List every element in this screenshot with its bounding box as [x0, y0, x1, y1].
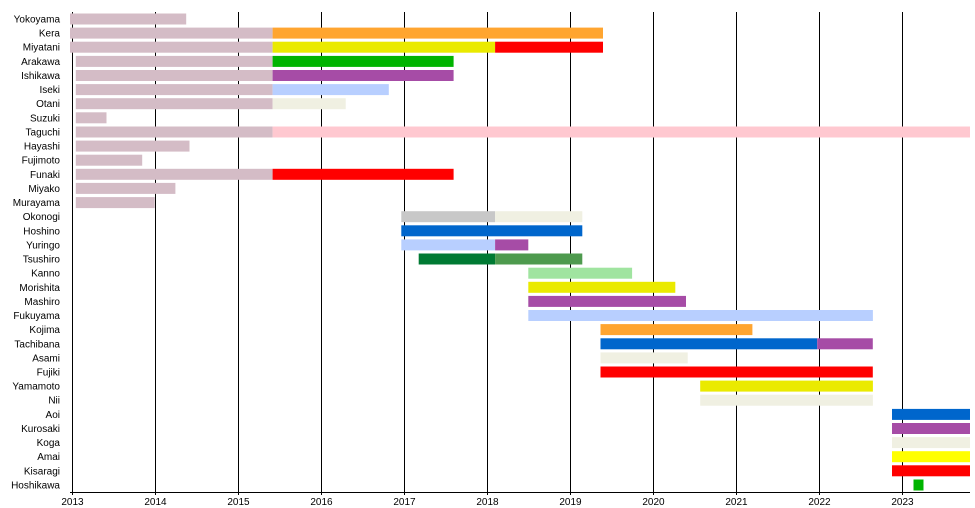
row-label-yokoyama: Yokoyama	[14, 15, 61, 26]
bar-miyatani-2	[495, 41, 603, 53]
tick-label-2021: 2021	[725, 497, 748, 508]
bar-funaki-0	[75, 168, 273, 180]
row-label-kisaragi: Kisaragi	[24, 466, 60, 477]
row-label-kojima: Kojima	[29, 325, 60, 336]
bar-kanno-0	[528, 267, 633, 279]
bar-hoshino-0	[401, 225, 583, 237]
bar-kisaragi-0	[892, 465, 970, 477]
bar-tsushiro-0	[418, 253, 496, 265]
bar-miyatani-0	[70, 41, 273, 53]
bar-funaki-1	[272, 168, 454, 180]
row-label-yuringo: Yuringo	[26, 240, 60, 251]
bar-nii-0	[700, 394, 873, 406]
row-label-aoi: Aoi	[46, 410, 60, 421]
row-label-kera: Kera	[39, 29, 61, 40]
tick-label-2019: 2019	[559, 497, 582, 508]
row-label-yamamoto: Yamamoto	[12, 382, 60, 393]
bar-hayashi-0	[75, 140, 190, 152]
x-axis-ticks: 2013 2014 2015 2016 2017 2018 2019 2020 2021 2022…	[61, 492, 970, 508]
bar-yamamoto-0	[700, 380, 873, 392]
bar-mashiro-0	[528, 295, 686, 307]
bar-ishikawa-0	[75, 70, 273, 81]
row-label-arakawa: Arakawa	[21, 57, 60, 68]
row-label-hoshino: Hoshino	[23, 226, 60, 237]
bar-kurosaki-0	[892, 423, 970, 434]
bar-fujiki-0	[600, 366, 873, 378]
bar-suzuki-0	[75, 112, 107, 124]
row-label-kurosaki: Kurosaki	[21, 424, 60, 435]
bar-otani-1	[272, 98, 346, 110]
row-label-tachibana: Tachibana	[14, 339, 60, 350]
bar-ishikawa-1	[272, 70, 454, 81]
bar-yokoyama-0	[70, 13, 187, 25]
bar-otani-0	[75, 98, 273, 110]
tick-label-2018: 2018	[476, 497, 499, 508]
bar-yuringo-1	[495, 239, 529, 251]
bar-hoshikawa-0	[913, 479, 924, 491]
bar-koga-0	[892, 437, 970, 449]
bar-okonogi-0	[401, 211, 496, 223]
bar-kera-1	[272, 27, 603, 39]
row-label-amai: Amai	[37, 452, 60, 463]
bar-murayama-0	[75, 197, 155, 209]
bar-arakawa-1	[272, 55, 454, 67]
bar-miyako-0	[75, 182, 176, 194]
row-label-mashiro: Mashiro	[24, 297, 60, 308]
tick-label-2022: 2022	[808, 497, 831, 508]
bar-taguchi-0	[75, 126, 273, 138]
row-label-funaki: Funaki	[30, 170, 60, 181]
tick-label-2023: 2023	[891, 497, 914, 508]
row-label-iseki: Iseki	[39, 85, 60, 96]
row-label-morishita: Morishita	[19, 283, 60, 294]
row-label-hoshikawa: Hoshikawa	[11, 480, 60, 491]
row-label-koga: Koga	[37, 438, 61, 449]
bar-taguchi-1	[272, 126, 971, 138]
bar-amai-0	[892, 451, 970, 463]
bar-asami-0	[600, 352, 688, 364]
tick-label-2013: 2013	[61, 497, 84, 508]
bar-miyatani-1	[272, 41, 496, 53]
grid-lines	[72, 12, 903, 492]
bar-kojima-0	[600, 324, 753, 336]
bar-aoi-0	[892, 408, 970, 420]
bar-morishita-0	[528, 281, 676, 293]
bar-tachibana-0	[600, 338, 818, 350]
row-label-suzuki: Suzuki	[30, 113, 60, 124]
timeline-bars	[70, 13, 971, 491]
bar-yuringo-0	[401, 239, 496, 251]
row-label-nii: Nii	[48, 396, 60, 407]
row-label-miyatani: Miyatani	[23, 43, 60, 54]
row-label-fukuyama: Fukuyama	[13, 311, 60, 322]
tick-label-2016: 2016	[310, 497, 333, 508]
row-label-fujimoto: Fujimoto	[22, 156, 61, 167]
bar-tsushiro-1	[495, 253, 583, 265]
bar-iseki-1	[272, 84, 389, 96]
row-label-asami: Asami	[32, 353, 60, 364]
tick-label-2015: 2015	[227, 497, 250, 508]
row-label-okonogi: Okonogi	[23, 212, 60, 223]
row-labels: Yokoyama Kera Miyatani Arakawa Ishikawa Iseki…	[11, 15, 60, 492]
tick-label-2020: 2020	[642, 497, 665, 508]
row-label-miyako: Miyako	[28, 184, 60, 195]
bar-kera-0	[70, 27, 273, 39]
tick-label-2014: 2014	[144, 497, 167, 508]
row-label-tsushiro: Tsushiro	[23, 255, 61, 266]
bar-tachibana-1	[817, 338, 873, 350]
bar-fujimoto-0	[75, 154, 143, 166]
row-label-fujiki: Fujiki	[37, 368, 60, 379]
bar-iseki-0	[75, 84, 273, 96]
row-label-otani: Otani	[36, 99, 60, 110]
bar-arakawa-0	[75, 55, 273, 67]
bar-okonogi-1	[495, 211, 583, 223]
row-label-hayashi: Hayashi	[24, 142, 60, 153]
row-label-taguchi: Taguchi	[26, 127, 60, 138]
row-label-murayama: Murayama	[13, 198, 61, 209]
tick-label-2017: 2017	[393, 497, 416, 508]
row-label-ishikawa: Ishikawa	[21, 71, 60, 82]
row-label-kanno: Kanno	[31, 269, 60, 280]
bar-fukuyama-0	[528, 310, 873, 321]
